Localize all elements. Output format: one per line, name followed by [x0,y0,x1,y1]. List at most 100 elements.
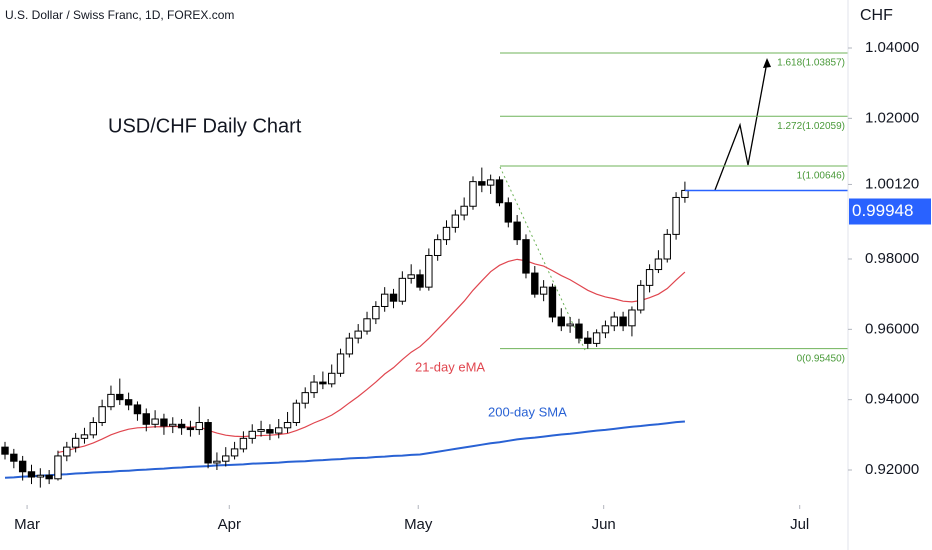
candle-body [610,316,618,327]
candle-body [495,179,504,204]
price-label-box [849,198,931,225]
chart-title: USD/CHF Daily Chart [108,115,302,137]
candle-body [637,284,645,311]
candle-body [142,413,150,425]
candle-body [645,269,654,286]
ma-line [57,258,686,454]
candle-body [124,399,133,406]
candle-body [398,277,407,302]
candle-body [584,337,592,344]
candle-body [283,422,292,429]
x-tick-label: Mar [14,516,40,533]
chart-header: U.S. Dollar / Swiss Franc, 1D, FOREX.com [5,8,234,22]
candle-body [619,316,627,327]
candle-body [566,323,574,327]
candle-body [248,430,256,439]
y-tick-label: 1.02000 [865,109,919,126]
candle-body [328,372,336,385]
x-tick-label: Jul [790,516,809,533]
candle-body [177,423,186,429]
candle-body [116,393,124,401]
candle-body [363,318,371,332]
candle-body [389,293,398,302]
candle-body [336,353,345,374]
fib-trend-line [499,166,586,351]
candle-body [663,233,671,260]
candle-body [372,305,380,320]
candle-body [18,460,27,473]
candle-body [80,434,89,439]
candle-body [45,474,53,480]
candle-body [513,221,521,241]
candle-body [460,205,468,216]
candle-body [257,429,265,432]
candle-body [628,309,636,327]
candle-body [601,325,610,334]
x-tick-label: May [404,516,433,533]
candle-body [186,427,195,431]
candle-body [27,471,36,478]
candle-body [310,381,318,394]
candle-body [10,453,18,462]
plot: 1.618(1.03857) 1.272(1.02059) 1(1.00646) 0(… [1,52,848,488]
candle-body [425,254,433,288]
y-tick-label: 1.04000 [865,39,919,56]
candle-body [442,226,451,241]
candle-body [469,181,477,207]
candle-body [195,422,203,431]
candle-body [451,214,460,228]
candle-body [54,455,62,480]
y-tick-label: 1.00120 [865,175,919,192]
candle-body [433,239,442,256]
ma-line [4,420,685,479]
candle-body [169,423,177,427]
candle-body [531,272,539,295]
candle-body [654,258,663,271]
arrow-head [763,58,771,68]
candle-body [416,274,424,288]
x-tick-label: Apr [218,516,241,533]
candle-body [275,427,283,434]
y-tick-label: 0.92000 [865,461,919,478]
ema-label: 21-day eMA [415,359,485,374]
candle-body [222,455,230,462]
candle-body [213,460,221,464]
fib-label: 1.272(1.02059) [777,121,845,132]
fib-label: 0(0.95450) [797,353,845,364]
candle-body [204,422,212,464]
candle-body [98,406,106,424]
candle-body [160,418,168,427]
candle-body [575,323,583,339]
candle-body [539,286,548,295]
candle-body [478,181,486,186]
candle-body [239,437,248,450]
fib-label: 1.618(1.03857) [777,58,845,69]
candle-body [133,404,142,415]
candle-body [592,332,601,344]
candle-body [681,189,689,198]
candle-body [71,437,80,448]
candle-body [354,330,362,339]
candle-body [1,446,9,455]
fib-label: 1(1.00646) [797,171,845,182]
currency-label: CHF [860,7,893,24]
candle-body [292,402,301,424]
candle-body [107,393,115,408]
candle-body [230,448,239,457]
candle-body [89,422,97,436]
candle-body [36,474,45,478]
candle-body [504,202,513,223]
candle-body [63,446,71,457]
candle-body [319,381,327,385]
candle-body [407,274,415,279]
candle-body [557,316,565,327]
x-tick-label: Jun [592,516,616,533]
projection-arrow [714,61,768,191]
candle-body [522,239,530,274]
candle-body [672,196,680,235]
y-tick-label: 0.98000 [865,250,919,267]
candle-body [380,293,389,307]
candle-body [548,286,557,318]
candle-body [486,179,495,186]
